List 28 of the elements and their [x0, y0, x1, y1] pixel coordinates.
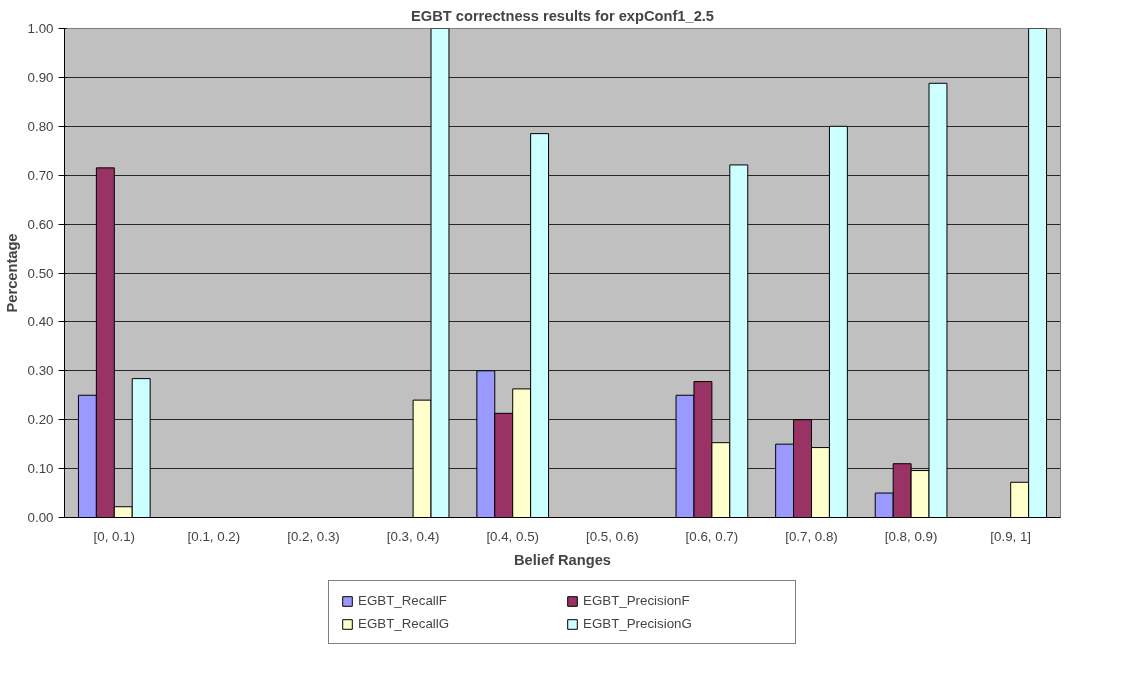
legend-label: EGBT_RecallG [358, 616, 451, 631]
x-tick-label: [0.6, 0.7) [685, 528, 739, 544]
chart-title: EGBT correctness results for expConf1_2.5 [411, 7, 715, 24]
x-tick-label: [0.1, 0.2) [187, 528, 241, 544]
x-tick-label: [0.7, 0.8) [785, 528, 838, 544]
y-tick-label: 0.50 [27, 265, 54, 281]
legend-label: EGBT_PrecisionF [583, 593, 691, 608]
y-tick-label: 0.70 [27, 167, 54, 183]
x-tick-label: [0, 0.1) [93, 528, 136, 544]
y-tick-label: 0.20 [27, 412, 54, 428]
y-tick-label: 0.40 [27, 314, 54, 330]
x-tick-label: [0.2, 0.3) [287, 528, 340, 544]
x-tick-label: [0.9, 1] [990, 528, 1032, 544]
x-tick-label: [0.3, 0.4) [386, 528, 440, 544]
x-axis-title: Belief Ranges [514, 551, 611, 568]
y-tick-label: 1.00 [27, 21, 54, 36]
y-tick-label: 0.00 [27, 510, 54, 525]
y-tick-label: 0.30 [27, 363, 54, 379]
x-tick-label: [0.5, 0.6) [586, 528, 639, 544]
legend-label: EGBT_RecallF [358, 593, 448, 608]
x-tick-label: [0.8, 0.9) [884, 528, 938, 544]
legend-label: EGBT_PrecisionG [583, 616, 693, 631]
x-tick-label: [0.4, 0.5) [486, 528, 540, 544]
y-tick-label: 0.10 [27, 461, 54, 477]
y-tick-label: 0.90 [27, 69, 54, 85]
y-tick-label: 0.60 [27, 216, 54, 232]
y-axis-title: Percentage [3, 233, 20, 313]
y-tick-label: 0.80 [27, 118, 54, 134]
